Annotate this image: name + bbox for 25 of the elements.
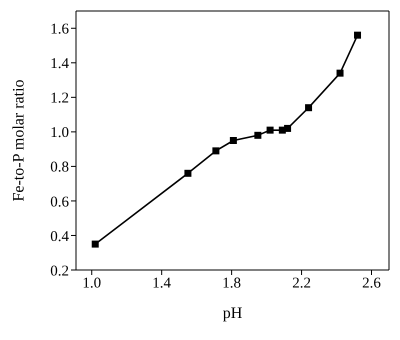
point: [212, 147, 220, 154]
x-tick-label: 1.0: [82, 276, 102, 292]
x-tick-label: 2.6: [362, 276, 382, 292]
x-tick-label: 1.4: [152, 276, 172, 292]
y-tick-label: 0.6: [50, 194, 70, 210]
x-tick-label: 1.8: [222, 276, 241, 292]
y-tick-label: 0.2: [50, 263, 69, 280]
point: [305, 104, 312, 112]
point: [184, 170, 192, 177]
x-axis-title: pH: [222, 305, 243, 322]
y-tick-label: 1.6: [50, 22, 70, 38]
point: [92, 240, 99, 248]
point: [254, 132, 262, 139]
y-axis-title: Fe-to-P molar ratio: [10, 79, 28, 202]
point: [284, 124, 292, 132]
y-tick-label: 1.4: [50, 56, 70, 72]
y-tick-label: 0.8: [50, 160, 69, 176]
point: [336, 70, 344, 77]
y-tick-label: 1.0: [50, 125, 69, 142]
point: [266, 126, 274, 134]
point: [354, 32, 362, 39]
y-tick-label: 0.4: [50, 228, 70, 245]
y-tick-label: 1.2: [50, 90, 69, 107]
x-tick-label: 2.2: [292, 276, 311, 292]
point: [230, 137, 237, 144]
